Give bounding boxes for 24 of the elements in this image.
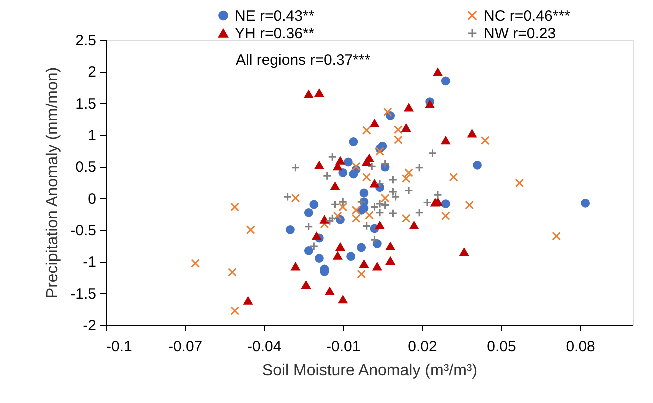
legend-label: YH r=0.36** [235, 26, 315, 42]
y-tick-label: 2.5 [76, 32, 96, 50]
legend-label: NW r=0.23 [484, 26, 556, 42]
y-tick-label: -0.5 [70, 222, 96, 240]
legend-label: NE r=0.43** [235, 8, 315, 25]
y-tick-label: -2 [83, 318, 96, 334]
x-tick-label: -0.01 [326, 338, 361, 356]
y-tick-label: 2 [88, 64, 96, 82]
legend-label: NC r=0.46*** [484, 8, 570, 25]
y-tick-label: -1 [83, 254, 96, 272]
y-tick-label: -1.5 [70, 286, 96, 303]
y-tick-label: 1 [88, 128, 96, 144]
y-axis-title: Precipitation Anomaly (mm/mon) [44, 67, 62, 299]
x-tick-label: 0.02 [408, 338, 438, 356]
y-tick-label: 0.5 [76, 159, 96, 176]
x-tick-label: -0.04 [248, 338, 282, 356]
y-tick-label: 1.5 [76, 96, 96, 113]
x-axis-title: Soil Moisture Anomaly (m³/m³) [262, 362, 478, 380]
y-tick-label: 0 [88, 190, 96, 208]
x-tick-label: -0.07 [168, 338, 203, 356]
x-tick-label: 0.08 [566, 338, 596, 356]
x-tick-label: 0.05 [487, 338, 516, 356]
annotation: All regions r=0.37*** [236, 52, 371, 69]
x-tick-label: -0.1 [106, 338, 132, 356]
